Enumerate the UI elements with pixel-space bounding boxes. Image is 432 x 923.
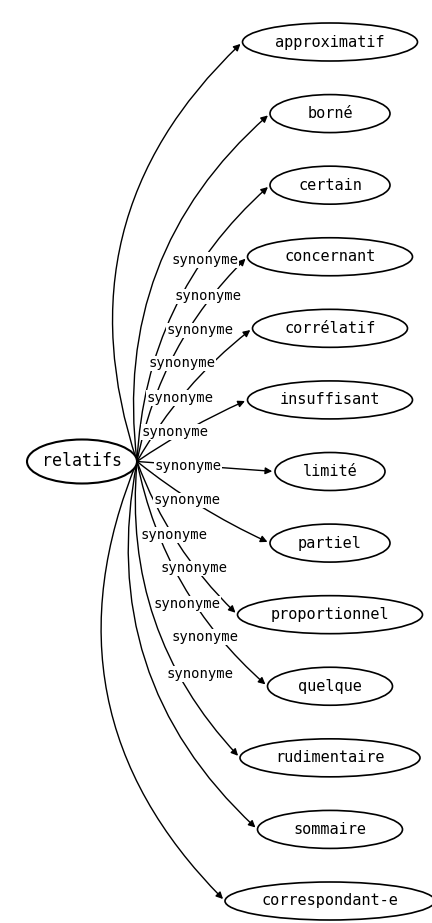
Text: approximatif: approximatif	[275, 34, 385, 50]
Ellipse shape	[267, 667, 393, 705]
Ellipse shape	[252, 309, 407, 347]
Ellipse shape	[270, 94, 390, 133]
Ellipse shape	[270, 166, 390, 204]
Text: synonyme: synonyme	[172, 630, 238, 644]
FancyArrowPatch shape	[137, 402, 244, 462]
Text: synonyme: synonyme	[166, 667, 233, 681]
Text: relatifs: relatifs	[42, 452, 122, 471]
FancyArrowPatch shape	[112, 45, 239, 462]
Text: proportionnel: proportionnel	[271, 607, 389, 622]
FancyArrowPatch shape	[128, 462, 254, 826]
Text: synonyme: synonyme	[175, 289, 242, 304]
Text: corrélatif: corrélatif	[284, 321, 376, 336]
Text: synonyme: synonyme	[141, 425, 209, 439]
Text: partiel: partiel	[298, 535, 362, 551]
Text: synonyme: synonyme	[172, 253, 238, 267]
Ellipse shape	[275, 452, 385, 490]
Text: synonyme: synonyme	[149, 356, 216, 370]
FancyArrowPatch shape	[137, 462, 266, 542]
Text: correspondant-e: correspondant-e	[261, 893, 398, 908]
Ellipse shape	[270, 524, 390, 562]
Text: synonyme: synonyme	[140, 528, 207, 542]
FancyArrowPatch shape	[135, 462, 237, 755]
FancyArrowPatch shape	[133, 116, 267, 462]
Ellipse shape	[248, 381, 413, 419]
FancyArrowPatch shape	[101, 462, 222, 898]
FancyArrowPatch shape	[137, 462, 264, 683]
Text: quelque: quelque	[298, 678, 362, 694]
FancyArrowPatch shape	[137, 259, 245, 462]
Text: synonyme: synonyme	[166, 323, 233, 337]
Ellipse shape	[225, 882, 432, 920]
Ellipse shape	[27, 439, 137, 484]
FancyArrowPatch shape	[137, 188, 267, 462]
Text: concernant: concernant	[284, 249, 376, 264]
Ellipse shape	[257, 810, 403, 848]
Ellipse shape	[248, 238, 413, 276]
Text: rudimentaire: rudimentaire	[275, 750, 385, 765]
FancyArrowPatch shape	[137, 331, 249, 462]
Text: synonyme: synonyme	[153, 493, 220, 508]
FancyArrowPatch shape	[137, 462, 235, 612]
Ellipse shape	[240, 738, 420, 777]
Text: insuffisant: insuffisant	[280, 392, 380, 407]
Text: synonyme: synonyme	[146, 390, 213, 405]
FancyArrowPatch shape	[137, 462, 271, 473]
Text: synonyme: synonyme	[160, 561, 227, 575]
Text: limité: limité	[303, 464, 357, 479]
Text: sommaire: sommaire	[293, 821, 366, 837]
Text: borné: borné	[307, 106, 353, 121]
Text: synonyme: synonyme	[155, 460, 222, 473]
Ellipse shape	[238, 595, 422, 634]
Ellipse shape	[242, 23, 417, 61]
Text: certain: certain	[298, 177, 362, 193]
Text: synonyme: synonyme	[154, 597, 221, 611]
